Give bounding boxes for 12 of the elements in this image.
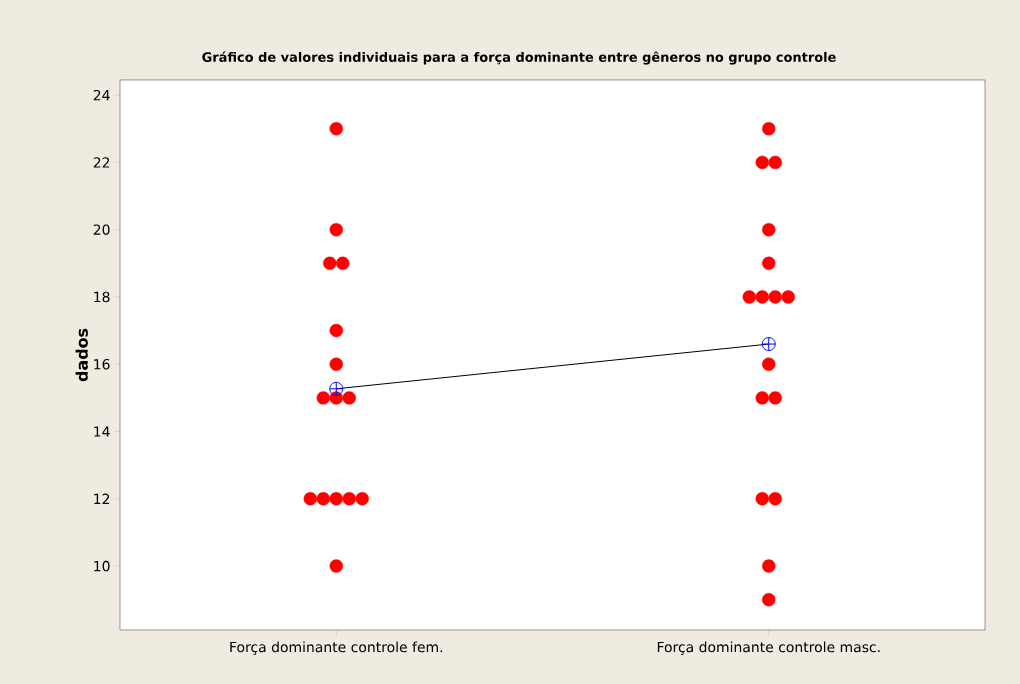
y-axis-title: dados — [75, 328, 88, 382]
y-tick-label: 12 — [94, 493, 110, 504]
y-tick-label: 20 — [93, 224, 110, 235]
x-tick-label: Força dominante controle fem. — [230, 641, 443, 655]
y-tick-label: 14 — [94, 426, 110, 437]
y-tick-label: 16 — [94, 358, 110, 370]
y-tick-label: 22 — [93, 157, 110, 168]
y-tick-label: 10 — [94, 560, 110, 572]
x-tick-label: Força dominante controle masc. — [657, 641, 880, 655]
chart-title: Gráfico de valores individuais para a força dominante entre gêneros no grupo controle — [202, 51, 836, 65]
y-tick-label: 24 — [93, 89, 110, 101]
y-tick-label: 18 — [94, 291, 110, 303]
